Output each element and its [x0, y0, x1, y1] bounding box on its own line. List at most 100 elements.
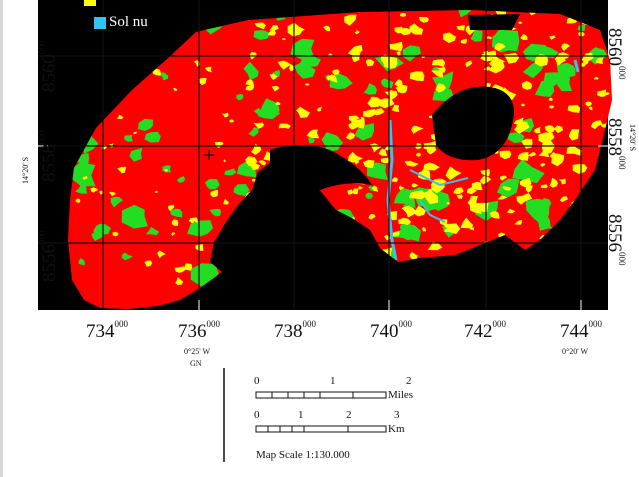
texture-blob: [354, 29, 360, 35]
texture-blob: [456, 24, 465, 31]
texture-blob: [171, 219, 179, 226]
texture-blob: [363, 159, 375, 168]
texture-blob: [521, 103, 525, 107]
texture-blob: [540, 184, 548, 189]
texture-blob: [112, 231, 119, 237]
scale-miles-unit: Miles: [388, 389, 414, 401]
texture-blob: [121, 204, 148, 229]
texture-blob: [585, 101, 592, 107]
left-latitude-label: 14°20' S: [21, 156, 30, 184]
texture-blob: [251, 178, 256, 182]
texture-blob: [367, 96, 383, 108]
texture-blob: [544, 124, 555, 133]
bottom-easting-label: 734000: [86, 319, 128, 342]
texture-blob: [404, 160, 419, 167]
scale-miles-tick: 1: [330, 375, 336, 387]
texture-blob: [75, 183, 87, 194]
texture-blob: [352, 188, 359, 195]
texture-blob: [245, 79, 254, 86]
texture-blob: [398, 217, 412, 226]
texture-blob: [548, 97, 553, 101]
texture-blob: [414, 75, 419, 78]
frame-line: [0, 0, 3, 477]
left-northing-label: 8558000: [37, 130, 60, 183]
texture-blob: [306, 129, 320, 139]
texture-blob: [549, 177, 558, 188]
lake: [432, 86, 514, 161]
scale-km-tick: 1: [298, 409, 304, 421]
texture-blob: [566, 15, 578, 24]
texture-blob: [198, 77, 207, 86]
texture-blob: [348, 115, 360, 122]
texture-blob: [170, 208, 183, 218]
texture-blob: [363, 108, 376, 118]
texture-blob: [466, 187, 477, 195]
texture-blob: [516, 193, 533, 205]
texture-blob: [595, 57, 604, 65]
texture-blob: [437, 66, 446, 73]
texture-blob: [431, 69, 444, 78]
texture-blob: [158, 72, 169, 81]
texture-blob: [204, 66, 212, 73]
texture-blob: [399, 185, 405, 191]
texture-blob: [278, 123, 291, 129]
legend-label: Sol nu: [109, 14, 148, 30]
texture-blob: [431, 59, 446, 67]
scale-km-tick: 2: [346, 409, 352, 421]
texture-blob: [269, 25, 279, 31]
texture-blob: [588, 106, 593, 111]
texture-blob: [422, 190, 439, 205]
texture-blob: [540, 163, 546, 167]
texture-blob: [543, 72, 571, 87]
texture-blob: [229, 119, 234, 123]
texture-blob: [267, 30, 276, 36]
texture-blob: [471, 181, 483, 191]
scale-miles-tick: 2: [406, 375, 412, 387]
texture-blob: [597, 89, 606, 97]
texture-blob: [411, 125, 424, 134]
texture-blob: [316, 106, 322, 112]
bottom-longitude-label: 0°20' W: [562, 347, 589, 356]
texture-blob: [289, 64, 295, 72]
edge-ticks: [38, 145, 608, 310]
grid-lines: [38, 0, 608, 310]
scale-km-tick: 0: [254, 409, 260, 421]
texture-blob: [372, 185, 379, 192]
texture-blob: [157, 250, 166, 259]
texture-blob: [365, 59, 375, 67]
texture-blob: [522, 62, 544, 79]
texture-blob: [145, 227, 160, 236]
texture-blob: [249, 161, 261, 171]
texture-blob: [144, 260, 153, 267]
right-northing-label: 8558000: [604, 118, 627, 170]
texture-blob: [253, 30, 272, 40]
texture-blob: [604, 92, 610, 96]
texture-blob: [144, 131, 161, 143]
texture-blob: [521, 80, 533, 90]
texture-blob: [514, 219, 522, 225]
left-northing-label: 8560000: [37, 40, 60, 93]
texture-blob: [557, 52, 571, 59]
texture-blob: [427, 188, 433, 194]
texture-blob: [391, 104, 400, 112]
texture-blob: [443, 223, 461, 234]
texture-blob: [396, 51, 401, 56]
texture-blob: [173, 87, 178, 91]
texture-blob: [74, 153, 90, 164]
texture-blob: [517, 152, 529, 161]
legend-partial-swatch: [84, 0, 99, 6]
texture-blob: [368, 213, 376, 220]
bare-soil-streak: [419, 199, 446, 223]
texture-blob: [435, 83, 446, 93]
texture-blob: [426, 146, 437, 155]
bottom-easting-label: 742000: [464, 319, 506, 342]
texture-blob: [210, 189, 218, 198]
bay: [468, 14, 520, 30]
texture-blob: [348, 151, 363, 163]
texture-blob: [277, 60, 292, 70]
texture-blob: [116, 114, 124, 120]
texture-blob: [549, 105, 555, 109]
right-northing-label: 8556000: [604, 214, 627, 266]
